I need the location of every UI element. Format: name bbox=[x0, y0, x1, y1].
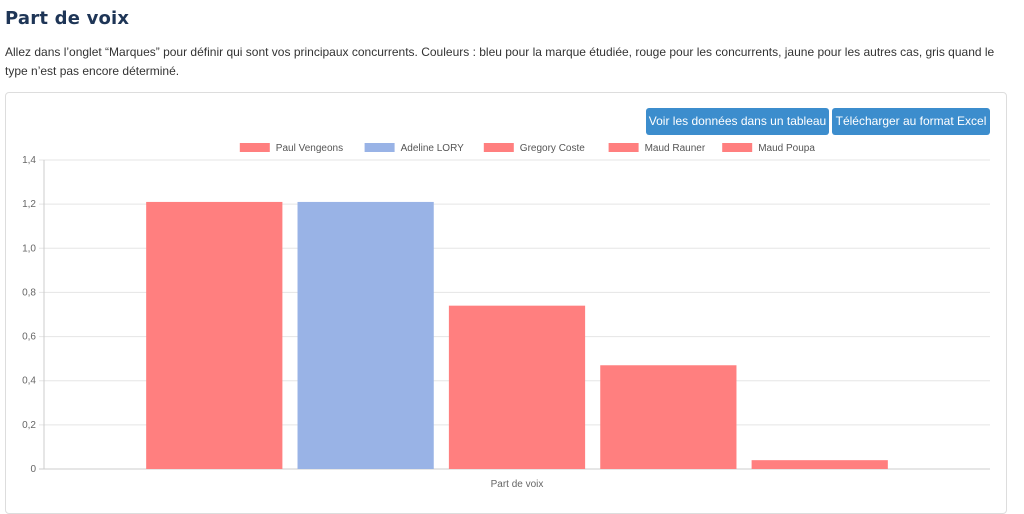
view-table-button[interactable]: Voir les données dans un tableau bbox=[646, 108, 829, 135]
chart-bars bbox=[146, 201, 888, 469]
legend-swatch bbox=[239, 143, 270, 152]
chart-legend: Paul Vengeons Adeline LORY Gregory Coste Ma… bbox=[239, 143, 815, 154]
y-tick-label: 0,6 bbox=[22, 332, 36, 343]
x-axis-label: Part de voix bbox=[491, 479, 544, 490]
bar-gregory-coste[interactable] bbox=[448, 305, 586, 469]
bar-adeline-lory[interactable] bbox=[297, 201, 434, 469]
legend-swatch bbox=[483, 143, 514, 152]
y-tick-label: 1,0 bbox=[22, 243, 36, 254]
y-axis-ticks: 0 0,2 0,4 0,6 0,8 1,0 1,2 1,4 bbox=[22, 155, 36, 475]
legend-item[interactable]: Adeline LORY bbox=[364, 143, 465, 154]
bar-paul-vengeons[interactable] bbox=[146, 201, 283, 469]
legend-item[interactable]: Maud Poupa bbox=[722, 143, 815, 154]
legend-item[interactable]: Paul Vengeons bbox=[239, 143, 343, 154]
y-tick-label: 0,2 bbox=[22, 420, 36, 431]
page-title: Part de voix bbox=[5, 8, 130, 29]
y-tick-label: 0 bbox=[30, 464, 36, 475]
legend-swatch bbox=[364, 143, 395, 152]
y-tick-label: 1,2 bbox=[22, 199, 36, 210]
legend-label: Maud Poupa bbox=[758, 143, 815, 154]
y-tick-label: 0,4 bbox=[22, 376, 36, 387]
legend-label: Adeline LORY bbox=[401, 143, 465, 154]
download-excel-button[interactable]: Télécharger au format Excel bbox=[832, 108, 990, 135]
y-tick-label: 1,4 bbox=[22, 155, 36, 166]
legend-item[interactable]: Maud Rauner bbox=[608, 143, 706, 154]
share-of-voice-chart: 0 0,2 0,4 0,6 0,8 1,0 1,2 1,4 Paul Vengeons Adel… bbox=[22, 143, 990, 490]
page-description: Allez dans l’onglet “Marques” pour défin… bbox=[5, 45, 995, 78]
legend-item[interactable]: Gregory Coste bbox=[483, 143, 585, 154]
legend-swatch bbox=[608, 143, 639, 152]
bar-maud-poupa[interactable] bbox=[751, 460, 888, 469]
bar-maud-rauner[interactable] bbox=[600, 365, 737, 469]
y-tick-label: 0,8 bbox=[22, 287, 36, 298]
legend-label: Gregory Coste bbox=[520, 143, 585, 154]
legend-label: Maud Rauner bbox=[645, 143, 706, 154]
legend-label: Paul Vengeons bbox=[276, 143, 343, 154]
legend-swatch bbox=[722, 143, 753, 152]
